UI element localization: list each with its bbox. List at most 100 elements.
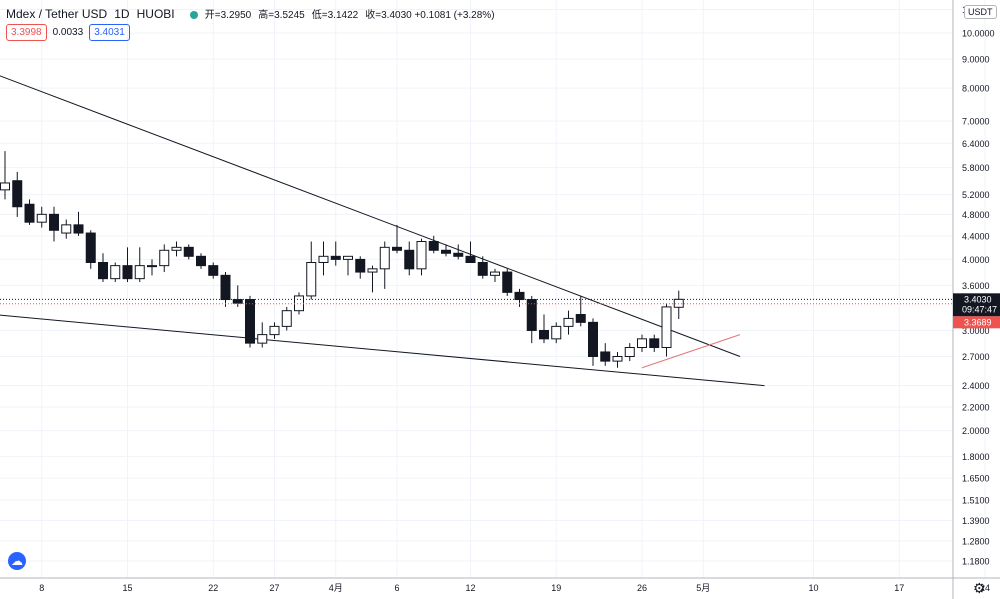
price-tick-label: 1.2800 bbox=[962, 536, 990, 546]
candle-body bbox=[257, 334, 268, 344]
price-tick-label: 7.0000 bbox=[962, 117, 990, 127]
candle-body bbox=[588, 321, 598, 357]
candle-body bbox=[36, 213, 47, 223]
price-tick-label: 3.0000 bbox=[962, 326, 990, 336]
price-tick-label: 1.6500 bbox=[962, 474, 990, 484]
candle-body bbox=[171, 246, 182, 251]
market-status-icon bbox=[189, 11, 198, 20]
candle-body bbox=[343, 255, 353, 260]
candle-body bbox=[649, 338, 660, 349]
price-tick-label: 6.4000 bbox=[962, 139, 990, 149]
ref-price-tag bbox=[953, 316, 1000, 329]
price-tick-label: 2.7000 bbox=[962, 352, 990, 362]
candle-body bbox=[551, 325, 562, 340]
candle-body bbox=[159, 249, 170, 267]
chart-legend: Mdex / Tether USD 1D HUOBI 开=3.2950 高=3.… bbox=[6, 6, 499, 21]
countdown-label: 09:47:47 bbox=[962, 304, 997, 314]
time-tick-label: 12 bbox=[465, 583, 475, 593]
candle-body bbox=[637, 338, 647, 349]
candle-body bbox=[330, 255, 341, 260]
candle-body bbox=[294, 295, 304, 312]
candle-body bbox=[379, 246, 390, 270]
candle-body bbox=[24, 203, 35, 223]
candle-body bbox=[85, 232, 96, 263]
price-tick-label: 1.8000 bbox=[962, 452, 990, 462]
candle-body bbox=[416, 241, 427, 270]
time-tick-label: 5月 bbox=[696, 583, 710, 593]
grid-lines bbox=[0, 0, 986, 578]
candles bbox=[0, 151, 684, 368]
price-tick-label: 2.0000 bbox=[962, 426, 990, 436]
time-tick-label: 4月 bbox=[329, 583, 343, 593]
candle-body bbox=[49, 213, 59, 231]
time-tick-label: 10 bbox=[808, 583, 818, 593]
candle-body bbox=[367, 268, 378, 273]
price-tick-label: 1.3900 bbox=[962, 516, 990, 526]
trendline bbox=[0, 75, 741, 357]
price-tick-label: 10.0000 bbox=[962, 29, 995, 39]
time-tick-label: 15 bbox=[122, 583, 132, 593]
candle-body bbox=[98, 261, 108, 280]
candle-body bbox=[269, 325, 280, 336]
candle-body bbox=[404, 249, 415, 270]
candle-body bbox=[232, 299, 243, 304]
candle-body bbox=[600, 351, 611, 362]
ref-price-label: 3.3689 bbox=[964, 317, 992, 327]
candle-body bbox=[624, 347, 635, 357]
candle-body bbox=[453, 252, 464, 257]
price-tick-label: 1.5100 bbox=[962, 496, 990, 506]
candle-body bbox=[318, 255, 329, 263]
candle-body bbox=[73, 224, 84, 234]
price-tick-label: 4.4000 bbox=[962, 231, 990, 241]
candle-body bbox=[183, 246, 194, 257]
candle-body bbox=[575, 314, 586, 323]
gear-icon[interactable]: ⚙ bbox=[973, 580, 986, 596]
low-value: 低=3.1422 bbox=[311, 10, 359, 21]
candle-body bbox=[502, 271, 513, 293]
ask-price-box[interactable]: 3.4031 bbox=[89, 24, 130, 41]
trendline bbox=[641, 334, 741, 369]
last-price-tag bbox=[953, 293, 1000, 317]
time-tick-label: 17 bbox=[894, 583, 904, 593]
price-tick-label: 3.6000 bbox=[962, 281, 990, 291]
candle-body bbox=[110, 265, 121, 280]
quote-boxes: 3.3998 0.0033 3.4031 bbox=[6, 24, 130, 41]
bid-price-box[interactable]: 3.3998 bbox=[6, 24, 47, 41]
candle-body bbox=[281, 310, 292, 327]
price-tick-label: 9.0000 bbox=[962, 55, 990, 65]
close-value: 收=3.4030 +0.1081 (+3.28%) bbox=[365, 10, 495, 21]
price-tick-label: 5.2000 bbox=[962, 190, 990, 200]
currency-unit-label[interactable]: USDT bbox=[964, 5, 997, 19]
candle-body bbox=[490, 271, 500, 276]
candle-body bbox=[196, 255, 206, 267]
candle-body bbox=[441, 249, 451, 254]
time-axis[interactable]: 8 15 22 27 4月 6 12 19 26 5月 10 17 24 bbox=[0, 577, 1000, 593]
price-tick-label: 2.4000 bbox=[962, 381, 990, 391]
candle-body bbox=[147, 265, 157, 268]
price-tick-label: 5.8000 bbox=[962, 163, 990, 173]
time-tick-label: 6 bbox=[394, 583, 399, 593]
open-value: 开=3.2950 bbox=[204, 10, 252, 21]
tradingview-logo-icon[interactable]: ☁ bbox=[8, 552, 26, 570]
candle-body bbox=[306, 261, 317, 297]
candle-body bbox=[134, 265, 145, 280]
candle-body bbox=[12, 180, 23, 208]
candle-body bbox=[673, 298, 684, 308]
candle-body bbox=[477, 261, 488, 276]
time-tick-label: 22 bbox=[208, 583, 218, 593]
candle-body bbox=[208, 265, 219, 276]
candle-body bbox=[0, 182, 10, 191]
candle-body bbox=[514, 291, 525, 301]
price-tick-label: 4.8000 bbox=[962, 210, 990, 220]
symbol-title[interactable]: Mdex / Tether USD bbox=[6, 7, 108, 21]
interval-label[interactable]: 1D bbox=[114, 7, 130, 21]
candle-body bbox=[612, 355, 623, 362]
candle-body bbox=[563, 317, 574, 327]
price-tick-label: 1.1800 bbox=[962, 557, 990, 567]
candle-body bbox=[465, 255, 476, 263]
candle-body bbox=[61, 224, 72, 234]
trendline bbox=[0, 314, 765, 387]
spread-value: 0.0033 bbox=[52, 27, 84, 38]
